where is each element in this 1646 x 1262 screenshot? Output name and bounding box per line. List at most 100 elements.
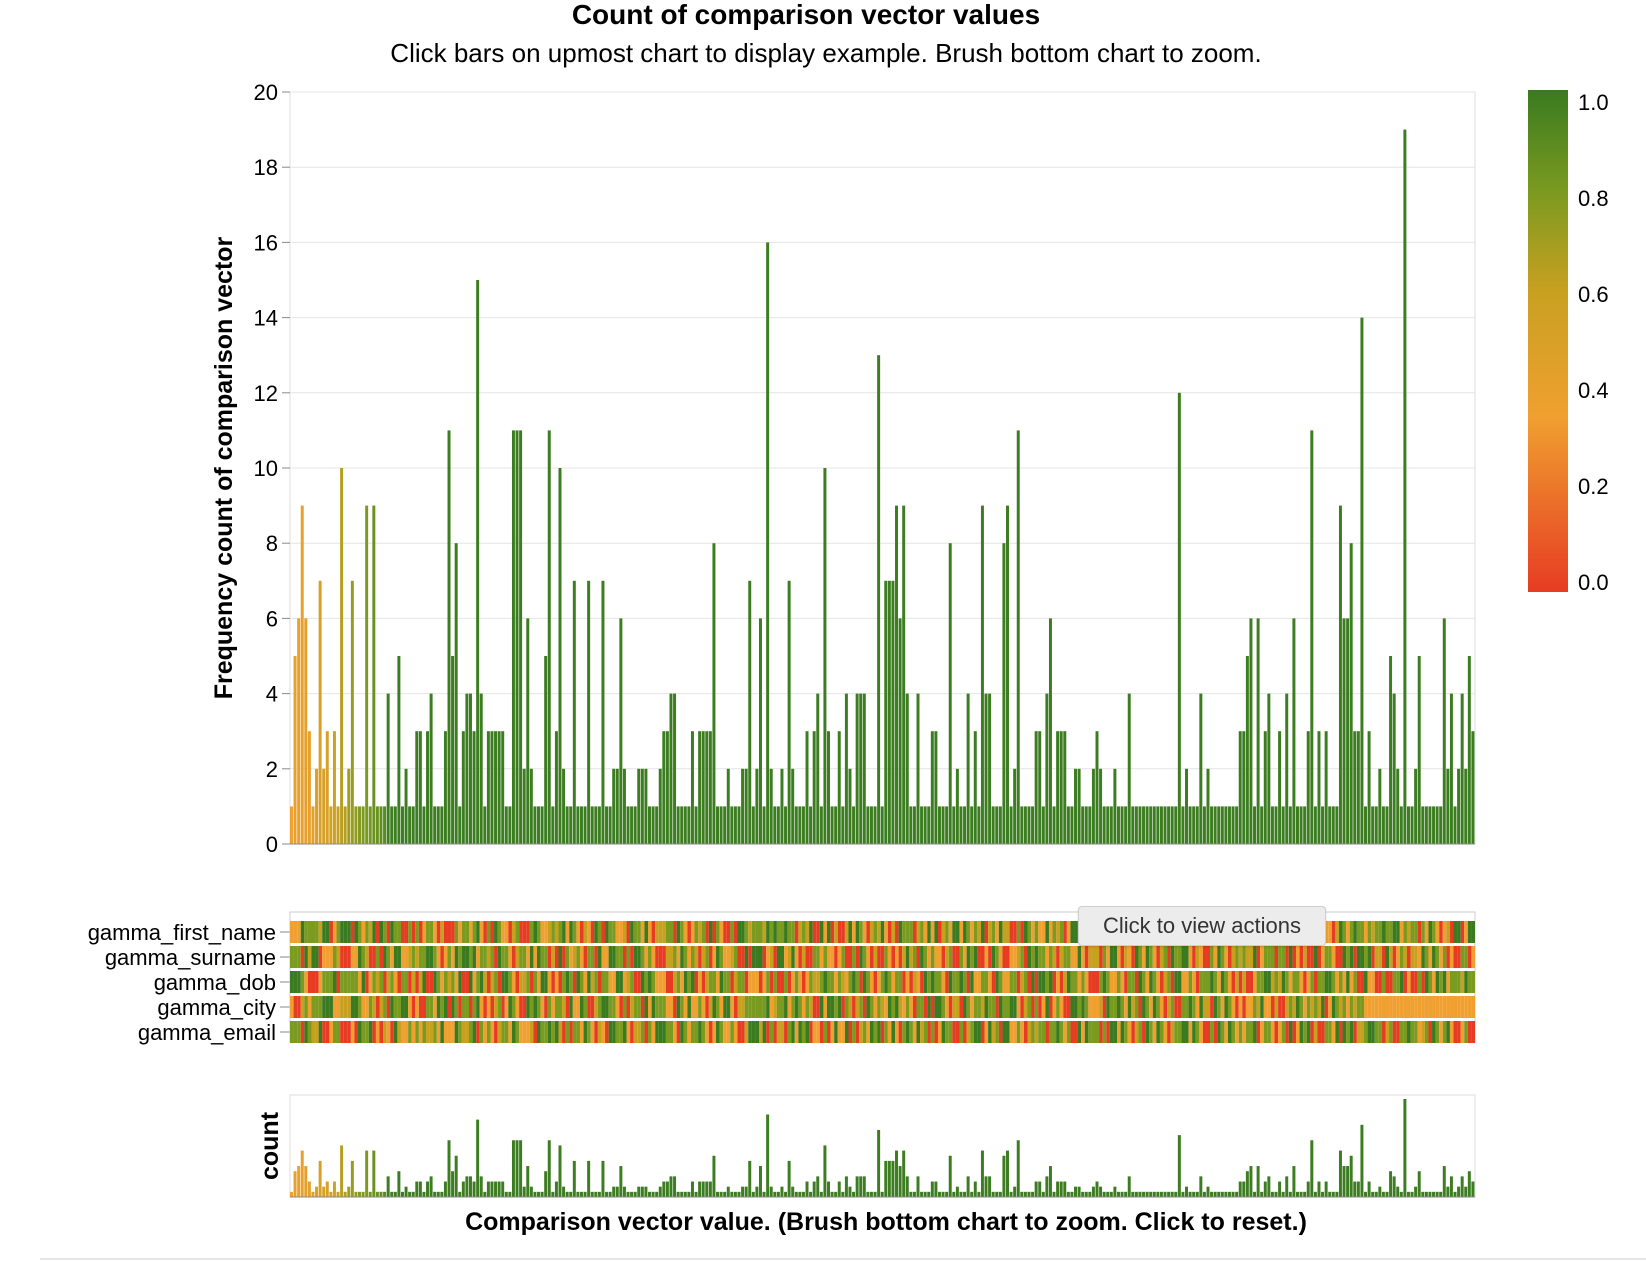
gamma-cell[interactable] <box>898 1021 903 1043</box>
gamma-cell[interactable] <box>511 921 516 943</box>
bar[interactable] <box>1281 806 1285 844</box>
gamma-cell[interactable] <box>809 1021 813 1043</box>
bar[interactable] <box>540 806 544 844</box>
gamma-cell[interactable] <box>1464 921 1468 943</box>
gamma-cell[interactable] <box>290 921 294 943</box>
gamma-cell[interactable] <box>866 946 870 968</box>
overview-bar[interactable] <box>1038 1181 1042 1197</box>
gamma-cell[interactable] <box>776 996 781 1018</box>
gamma-cell[interactable] <box>350 921 355 943</box>
gamma-cell[interactable] <box>594 971 598 993</box>
gamma-cell[interactable] <box>1342 921 1347 943</box>
overview-bar[interactable] <box>511 1140 515 1197</box>
bar[interactable] <box>1396 768 1400 844</box>
bar[interactable] <box>469 693 472 844</box>
gamma-cell[interactable] <box>1328 921 1332 943</box>
gamma-cell[interactable] <box>1048 971 1053 993</box>
gamma-cell[interactable] <box>529 971 534 993</box>
bar[interactable] <box>1360 317 1364 845</box>
gamma-cell[interactable] <box>325 971 330 993</box>
gamma-cell[interactable] <box>1013 996 1017 1018</box>
gamma-cell[interactable] <box>819 946 824 968</box>
overview-bar[interactable] <box>1027 1191 1031 1197</box>
gamma-cell[interactable] <box>1288 1021 1293 1043</box>
bar[interactable] <box>1188 806 1192 844</box>
gamma-cell[interactable] <box>934 971 938 993</box>
gamma-cell[interactable] <box>887 996 892 1018</box>
gamma-cell[interactable] <box>991 971 996 993</box>
bar[interactable] <box>712 543 716 844</box>
gamma-cell[interactable] <box>358 921 362 943</box>
overview-bar[interactable] <box>1206 1186 1210 1197</box>
gamma-cell[interactable] <box>1457 946 1461 968</box>
gamma-cell[interactable] <box>1414 996 1418 1018</box>
bar[interactable] <box>1102 806 1106 844</box>
gamma-cell[interactable] <box>694 996 699 1018</box>
gamma-cell[interactable] <box>830 946 835 968</box>
overview-bar[interactable] <box>884 1160 888 1197</box>
gamma-cell[interactable] <box>1102 1021 1107 1043</box>
gamma-cell[interactable] <box>476 946 480 968</box>
gamma-cell[interactable] <box>1206 946 1211 968</box>
bar[interactable] <box>576 806 580 844</box>
bar[interactable] <box>733 806 737 844</box>
gamma-cell[interactable] <box>1116 1021 1121 1043</box>
gamma-cell[interactable] <box>1084 971 1089 993</box>
gamma-cell[interactable] <box>1113 971 1117 993</box>
gamma-cell[interactable] <box>891 946 896 968</box>
gamma-cell[interactable] <box>1253 996 1257 1018</box>
overview-bar[interactable] <box>945 1191 949 1197</box>
gamma-cell[interactable] <box>1213 971 1218 993</box>
gamma-cell[interactable] <box>540 946 545 968</box>
gamma-cell[interactable] <box>479 946 484 968</box>
gamma-cell[interactable] <box>741 996 745 1018</box>
overview-bar[interactable] <box>1467 1171 1471 1197</box>
gamma-cell[interactable] <box>1106 946 1110 968</box>
overview-bar[interactable] <box>1174 1191 1178 1197</box>
bar[interactable] <box>393 806 397 844</box>
overview-bar[interactable] <box>923 1191 927 1197</box>
gamma-cell[interactable] <box>397 921 401 943</box>
overview-bar[interactable] <box>508 1191 512 1197</box>
gamma-cell[interactable] <box>701 921 706 943</box>
overview-bar[interactable] <box>1421 1191 1425 1197</box>
bar[interactable] <box>730 806 734 844</box>
gamma-cell[interactable] <box>497 1021 502 1043</box>
gamma-cell[interactable] <box>583 971 588 993</box>
gamma-cell[interactable] <box>655 996 659 1018</box>
gamma-cell[interactable] <box>694 946 699 968</box>
gamma-cell[interactable] <box>397 946 401 968</box>
gamma-cell[interactable] <box>1120 946 1125 968</box>
bar[interactable] <box>1260 806 1264 844</box>
gamma-cell[interactable] <box>1464 1021 1468 1043</box>
gamma-cell[interactable] <box>565 1021 570 1043</box>
gamma-cell[interactable] <box>1023 996 1028 1018</box>
gamma-cell[interactable] <box>723 971 727 993</box>
gamma-cell[interactable] <box>605 921 609 943</box>
gamma-cell[interactable] <box>318 921 323 943</box>
gamma-cell[interactable] <box>762 921 767 943</box>
gamma-cell[interactable] <box>658 946 663 968</box>
gamma-cell[interactable] <box>1052 971 1057 993</box>
gamma-cell[interactable] <box>325 946 330 968</box>
gamma-cell[interactable] <box>1453 996 1458 1018</box>
gamma-cell[interactable] <box>1457 996 1461 1018</box>
overview-bar[interactable] <box>630 1191 634 1197</box>
overview-bar[interactable] <box>1321 1191 1325 1197</box>
gamma-cell[interactable] <box>332 946 337 968</box>
gamma-cell[interactable] <box>869 1021 874 1043</box>
overview-bar[interactable] <box>637 1186 641 1197</box>
overview-bar[interactable] <box>1095 1181 1099 1197</box>
gamma-cell[interactable] <box>354 1021 359 1043</box>
gamma-cell[interactable] <box>970 971 974 993</box>
gamma-cell[interactable] <box>1328 1021 1332 1043</box>
gamma-cell[interactable] <box>784 996 788 1018</box>
overview-bar[interactable] <box>898 1166 902 1197</box>
gamma-cell[interactable] <box>472 996 477 1018</box>
gamma-cell[interactable] <box>390 921 394 943</box>
overview-bar[interactable] <box>522 1186 526 1197</box>
overview-bar[interactable] <box>1464 1186 1468 1197</box>
gamma-cell[interactable] <box>354 921 359 943</box>
gamma-cell[interactable] <box>769 971 774 993</box>
overview-bar[interactable] <box>920 1191 924 1197</box>
